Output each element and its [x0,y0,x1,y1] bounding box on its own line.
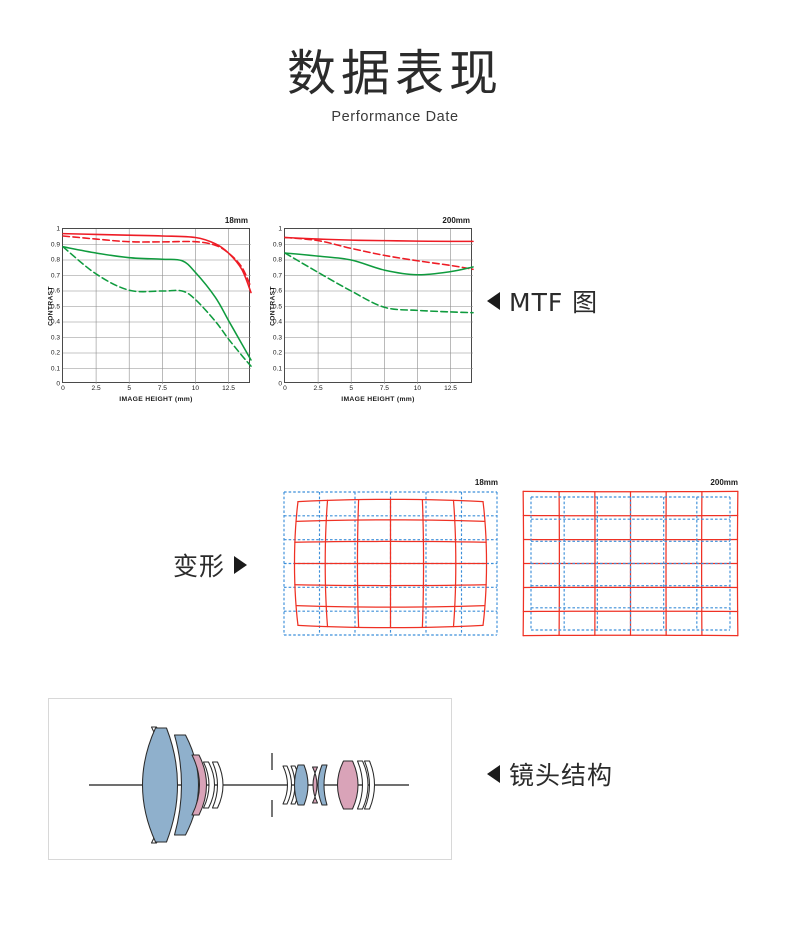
xtick-label: 5 [349,384,354,392]
ytick-label: 0.7 [50,272,60,279]
distortion-grid-200mm-label: 200mm [710,478,738,487]
distortion-grid-18mm-label: 18mm [474,478,498,487]
ytick-label: 0.2 [272,349,282,357]
ytick-label: 0.9 [272,241,282,248]
distortion-section-label: 变形 [173,547,248,583]
mtf-chart-200mm-xaxis-title: IMAGE HEIGHT (mm) [341,396,415,403]
ytick-label: 0.1 [272,365,282,372]
ytick-label: 0.5 [50,303,60,310]
ytick-label: 0.6 [272,287,282,295]
ytick-label: 0.8 [50,256,60,264]
ytick-label: 0.3 [272,334,282,341]
page-subtitle-en: Performance Date [331,109,459,126]
xtick-label: 0 [61,384,65,392]
distortion-grid-18mm-svg [283,491,498,636]
ytick-label: 0 [56,380,60,388]
xtick-label: 7.5 [157,384,167,392]
mtf-chart-18mm: 18mm 0 0.1 0.2 0.3 0.4 0.5 0.6 0.7 0.8 0.9 1 0 2.5 5 7… [47,216,252,403]
lens-construction-panel [48,698,452,860]
mtf-chart-18mm-xaxis-title: IMAGE HEIGHT (mm) [119,396,193,403]
mtf-chart-200mm-focal-label: 200mm [442,216,470,225]
distortion-grid-200mm: 200mm [522,478,739,637]
ytick-label: 0.1 [50,365,60,372]
xtick-label: 10 [413,384,422,392]
ytick-label: 0 [278,380,282,388]
ytick-label: 0.4 [50,318,60,326]
xtick-label: 5 [127,384,132,392]
ytick-label: 1 [56,225,60,233]
triangle-right-icon [234,556,248,574]
xtick-label: 12.5 [222,384,235,392]
ytick-label: 0.6 [50,287,60,295]
mtf-chart-18mm-focal-label: 18mm [224,216,248,225]
distortion-grid-200mm-svg [522,490,739,637]
ytick-label: 0.8 [272,256,282,264]
mtf-chart-18mm-gridlines [63,229,251,384]
ytick-label: 0.5 [272,303,282,310]
xtick-label: 12.5 [444,384,457,392]
xtick-label: 2.5 [313,384,323,392]
distortion-section-label-text: 变形 [173,552,226,581]
mtf-chart-18mm-curves [62,232,252,367]
mtf-chart-200mm: 200mm 0 0.1 0.2 0.3 0.4 0.5 0.6 0.7 0.8 0.9 1 0 2.5 5… [269,216,474,403]
page-title-cn: 数据表现 [286,45,503,102]
ytick-label: 0.9 [50,241,60,248]
distortion-grid-18mm: 18mm [283,478,498,636]
lens-construction-section-label-text: 镜头结构 [509,761,614,790]
ytick-label: 1 [278,225,282,233]
ytick-label: 0.3 [50,334,60,341]
triangle-left-icon [487,292,500,310]
mtf-section-label: MTF 图 [487,283,598,319]
lens-construction-section-label: 镜头结构 [487,756,613,792]
mtf-chart-200mm-yaxis-title: CONTRAST [269,285,277,326]
xtick-label: 2.5 [91,384,101,392]
lens-construction-diagram [89,726,409,844]
ytick-label: 0.2 [50,349,60,357]
ytick-label: 0.4 [272,318,282,326]
page-header: 数据表现 Performance Date [0,45,790,126]
mtf-section-label-text: MTF 图 [509,288,599,317]
mtf-chart-200mm-curves [284,236,474,314]
mtf-chart-18mm-yaxis-title: CONTRAST [47,285,55,326]
triangle-left-icon [487,765,500,783]
xtick-label: 0 [283,384,287,392]
xtick-label: 10 [191,384,200,392]
xtick-label: 7.5 [379,384,389,392]
ytick-label: 0.7 [272,272,282,279]
